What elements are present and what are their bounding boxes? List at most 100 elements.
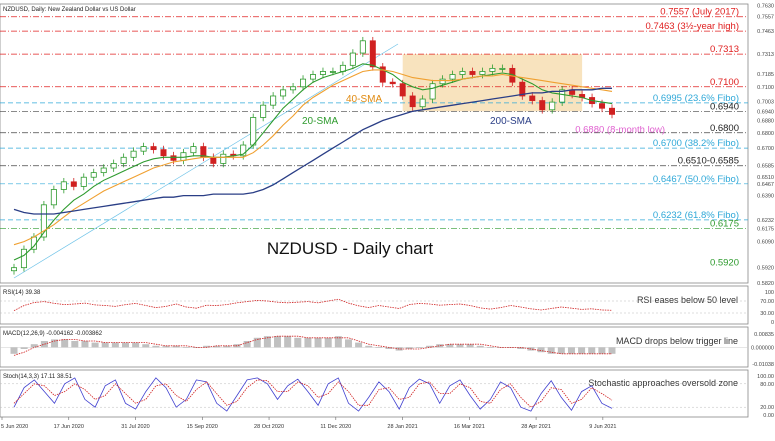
level-label: 0.7100 <box>710 77 739 88</box>
candle <box>349 52 356 66</box>
candle <box>549 101 556 111</box>
level-label: 0.6880 (8-month low) <box>575 125 665 136</box>
macd-header: MACD(12,26,9) -0.004162 -0.003862 <box>3 331 103 337</box>
macd-bar <box>608 347 616 354</box>
macd-bar <box>284 336 292 348</box>
candle <box>100 167 107 174</box>
macd-bar <box>557 347 565 354</box>
candle <box>449 74 456 80</box>
candle <box>389 81 396 85</box>
macd-bar <box>111 342 119 348</box>
x-tick-label: 28 Oct 2020 <box>254 424 284 430</box>
level-label: 0.7463 (3½-year high) <box>646 21 739 32</box>
candle <box>499 67 506 70</box>
candle <box>80 176 87 187</box>
x-tick-label: 31 Jul 2020 <box>121 424 149 430</box>
candle <box>110 163 117 169</box>
candle <box>40 204 47 238</box>
candle <box>419 98 426 108</box>
level-label: 0.6467 (50.0% Fibo) <box>653 174 739 185</box>
y-tick-label: 0.5820 <box>757 281 774 287</box>
level-label: 0.6232 (61.8% Fibo) <box>653 210 739 221</box>
macd-bar <box>537 347 545 353</box>
y-tick-label: 0.00835 <box>754 332 774 338</box>
macd-bar <box>355 342 363 348</box>
candle <box>50 189 57 206</box>
x-tick-label: 28 Apr 2021 <box>521 424 551 430</box>
macd-bar <box>598 347 606 354</box>
y-tick-label: 0.6700 <box>757 146 774 152</box>
candle <box>90 172 97 178</box>
series-line <box>13 87 612 215</box>
macd-bar <box>172 345 180 348</box>
level-label: 0.6175 <box>710 219 739 230</box>
y-tick-label: 0.000000 <box>751 345 774 351</box>
macd-bar <box>446 344 454 348</box>
candle <box>240 144 247 157</box>
y-tick-label: 0.6800 <box>757 131 774 137</box>
y-tick-label: 0.6940 <box>757 109 774 115</box>
trend-line <box>13 43 399 279</box>
candle <box>319 71 326 75</box>
y-tick-label: 0.7630 <box>757 4 774 10</box>
x-tick-label: 9 Jun 2021 <box>589 424 616 430</box>
stoch-k-line <box>13 377 613 412</box>
y-tick-label: 100.00 <box>757 374 774 380</box>
x-tick-label: 17 Jun 2020 <box>54 424 84 430</box>
rsi-annotation: RSI eases below 50 level <box>637 295 738 305</box>
macd-bar <box>385 347 393 349</box>
y-tick-label: 0.7003 <box>757 100 774 106</box>
candle <box>160 149 167 157</box>
macd-bar <box>152 345 160 348</box>
candle <box>369 40 376 68</box>
macd-bar <box>142 344 150 348</box>
macd-bar <box>30 344 38 348</box>
level-label: 0.7313 <box>710 44 739 55</box>
candle <box>290 86 297 91</box>
stochastic-panel: Stoch(14,3,3) 17.11 38.51 Stochastic app… <box>0 369 774 419</box>
candle <box>599 103 606 109</box>
y-tick-label: 30.00 <box>760 311 774 317</box>
level-label: 0.6940 <box>710 101 739 112</box>
y-tick-label: 0.6390 <box>757 194 774 200</box>
x-tick-label: 28 Jan 2021 <box>387 424 417 430</box>
candle <box>559 89 566 103</box>
candle <box>150 146 157 151</box>
macd-bar <box>344 339 352 348</box>
series-line <box>13 63 613 261</box>
candle <box>439 78 446 85</box>
stoch-d-line <box>13 379 613 408</box>
y-tick-label: 0.6510 <box>757 175 774 181</box>
macd-bar <box>121 342 129 348</box>
candle <box>609 107 616 115</box>
candle <box>529 95 536 101</box>
y-tick-label: 0.6467 <box>757 182 774 188</box>
level-label: 0.7557 (July 2017) <box>660 7 739 18</box>
candle <box>270 95 277 106</box>
macd-bar <box>415 347 423 348</box>
candle <box>539 100 546 111</box>
macd-bar <box>132 342 140 348</box>
macd-annotation: MACD drops below trigger line <box>616 336 738 346</box>
level-label: 0.6700 (38.2% Fibo) <box>653 138 739 149</box>
y-tick-label: 80.00 <box>760 382 774 388</box>
y-tick-label: 0.5920 <box>757 266 774 272</box>
y-tick-label: 70.00 <box>760 299 774 305</box>
macd-signal-line <box>13 335 612 356</box>
y-tick-label: 0.6232 <box>757 218 774 224</box>
stoch-annotation: Stochastic approaches oversold zone <box>588 378 738 388</box>
candle <box>70 181 77 187</box>
macd-bar <box>365 345 373 348</box>
macd-bar <box>182 347 190 348</box>
macd-bar <box>91 342 99 348</box>
candle <box>469 71 476 75</box>
series-line <box>13 69 613 246</box>
macd-bar <box>274 336 282 348</box>
x-tick-label: 15 Sep 2020 <box>187 424 218 430</box>
y-tick-label: 0.7100 <box>757 85 774 91</box>
y-tick-label: 20.00 <box>760 405 774 411</box>
y-tick-label: 0.7313 <box>757 52 774 58</box>
candle <box>170 155 177 161</box>
macd-bar <box>243 341 251 348</box>
